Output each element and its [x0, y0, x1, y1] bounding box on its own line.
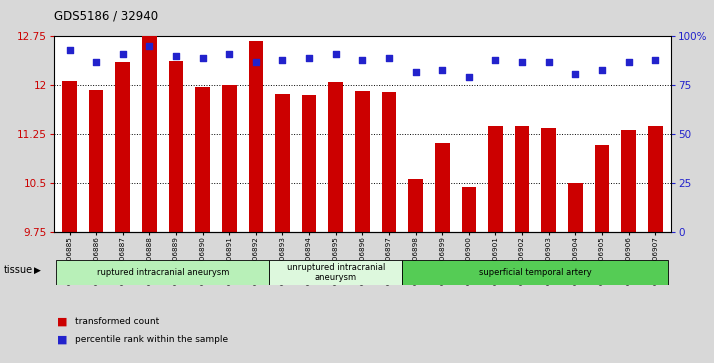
Point	[410, 69, 421, 74]
Bar	[302, 95, 316, 232]
Text: percentile rank within the sample: percentile rank within the sample	[75, 335, 228, 344]
Bar	[382, 92, 396, 232]
Point	[543, 59, 554, 65]
Text: ■: ■	[57, 334, 68, 344]
Bar	[269, 260, 402, 285]
Bar	[142, 36, 156, 232]
Point	[223, 51, 235, 57]
Bar	[541, 129, 556, 232]
Text: GDS5186 / 32940: GDS5186 / 32940	[54, 9, 158, 22]
Point	[650, 57, 661, 63]
Bar	[56, 260, 269, 285]
Text: unruptured intracranial
aneurysm: unruptured intracranial aneurysm	[286, 262, 385, 282]
Point	[64, 47, 75, 53]
Bar	[248, 41, 263, 232]
Bar	[515, 126, 529, 232]
Bar	[275, 94, 290, 232]
Point	[197, 55, 208, 61]
Bar	[568, 183, 583, 232]
Point	[277, 57, 288, 63]
Bar	[408, 179, 423, 232]
Bar	[402, 260, 668, 285]
Bar	[461, 187, 476, 232]
Bar	[435, 143, 450, 232]
Bar	[328, 82, 343, 232]
Point	[171, 53, 182, 59]
Text: superficial temporal artery: superficial temporal artery	[479, 268, 592, 277]
Bar	[222, 85, 236, 232]
Bar	[89, 90, 104, 232]
Point	[117, 51, 129, 57]
Bar	[595, 146, 609, 232]
Bar	[621, 130, 636, 232]
Point	[91, 59, 102, 65]
Point	[596, 67, 608, 73]
Point	[303, 55, 315, 61]
Point	[330, 51, 341, 57]
Point	[383, 55, 395, 61]
Point	[144, 43, 155, 49]
Point	[623, 59, 634, 65]
Point	[570, 71, 581, 77]
Text: transformed count: transformed count	[75, 317, 159, 326]
Bar	[196, 87, 210, 232]
Bar	[116, 62, 130, 232]
Text: ▶: ▶	[34, 266, 41, 275]
Point	[356, 57, 368, 63]
Point	[436, 67, 448, 73]
Text: ■: ■	[57, 316, 68, 326]
Point	[490, 57, 501, 63]
Point	[516, 59, 528, 65]
Bar	[488, 126, 503, 232]
Bar	[62, 81, 77, 232]
Point	[250, 59, 261, 65]
Bar	[355, 90, 370, 232]
Bar	[169, 61, 183, 232]
Text: ruptured intracranial aneurysm: ruptured intracranial aneurysm	[96, 268, 229, 277]
Point	[463, 74, 475, 80]
Bar	[648, 126, 663, 232]
Text: tissue: tissue	[4, 265, 33, 276]
